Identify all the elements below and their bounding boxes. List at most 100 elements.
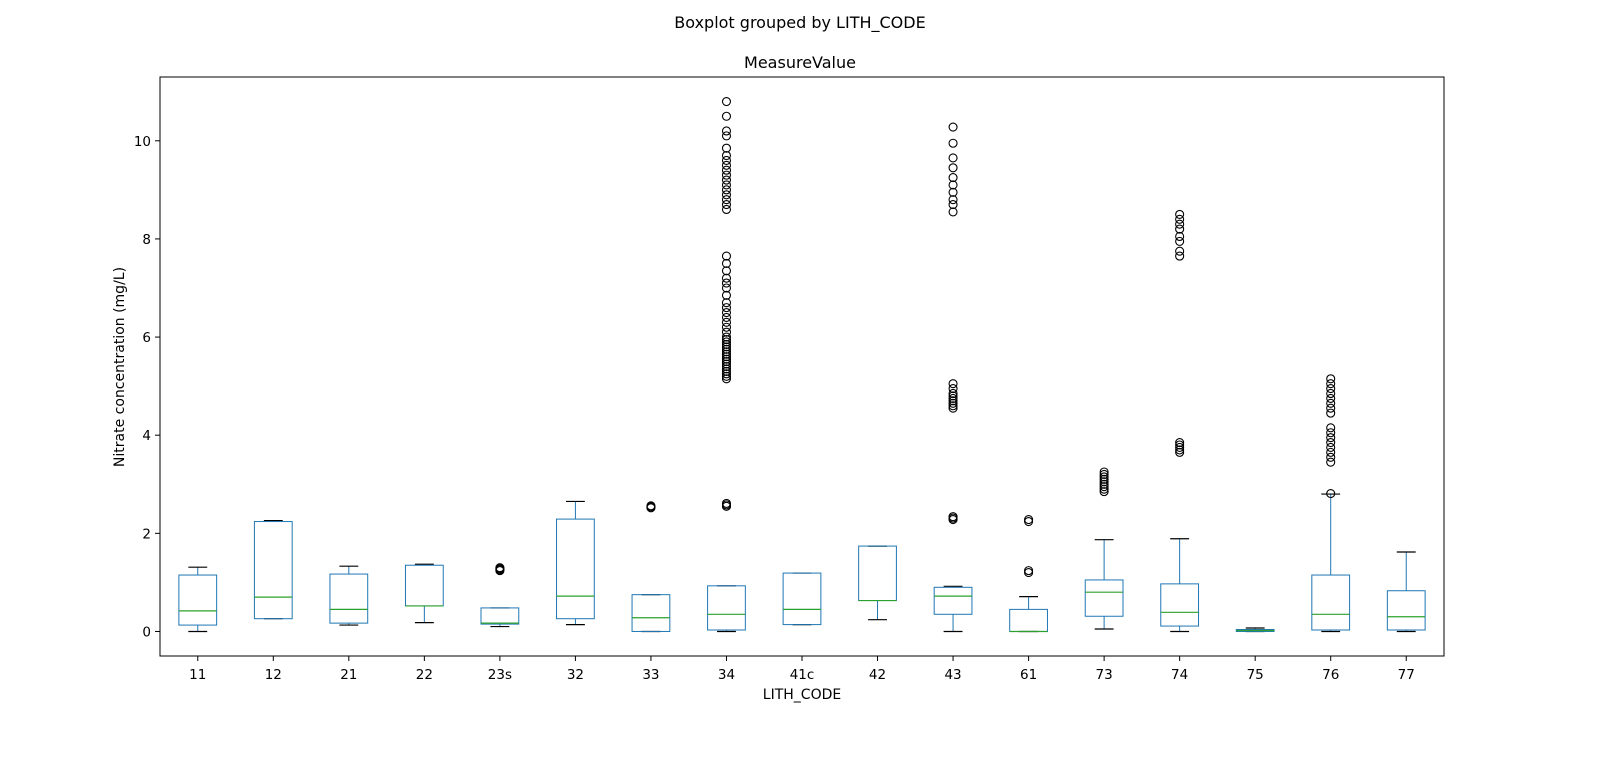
outlier-point <box>948 200 958 210</box>
box-iqr <box>933 586 973 615</box>
figure-suptitle: Boxplot grouped by LITH_CODE <box>674 13 925 33</box>
outlier-point <box>1024 517 1034 527</box>
box-group-21 <box>329 565 369 626</box>
outlier-point <box>1175 246 1185 256</box>
outlier-point <box>721 361 732 372</box>
y-tick-label: 10 <box>134 134 151 150</box>
outlier-point <box>1099 467 1109 477</box>
outlier-point <box>948 512 958 522</box>
outlier-point <box>1099 487 1109 497</box>
box-group-61 <box>1009 515 1048 633</box>
x-axis: 11 12 21 22 23s 32 33 34 41c 42 43 61 73 74 75 76 77 <box>189 656 1415 683</box>
outlier-point <box>721 278 732 288</box>
outlier-point <box>1175 440 1185 450</box>
outlier-point <box>948 384 958 394</box>
box-iqr <box>1009 608 1048 632</box>
outlier-point <box>721 327 732 337</box>
outlier-point <box>1326 408 1336 418</box>
outlier-point <box>1326 489 1336 499</box>
outlier-point <box>1175 438 1185 448</box>
outlier-point <box>948 393 958 403</box>
outlier-point <box>1326 393 1336 403</box>
box-group-33 <box>631 501 671 633</box>
outlier-point <box>948 138 958 148</box>
outlier-point <box>1326 457 1336 467</box>
box-iqr <box>1160 583 1200 627</box>
outlier-point <box>721 337 732 347</box>
x-tick-label: 21 <box>340 667 357 683</box>
outlier-point <box>721 190 732 200</box>
outlier-point <box>721 150 732 161</box>
outlier-point <box>721 175 732 185</box>
outlier-point <box>948 122 958 132</box>
outlier-point <box>1175 236 1185 246</box>
box-iqr <box>404 564 444 607</box>
outlier-point <box>1175 231 1185 242</box>
outlier-point <box>948 163 958 173</box>
outlier-point <box>721 298 732 308</box>
outlier-point <box>721 342 732 352</box>
outlier-point <box>1099 479 1109 489</box>
outlier-point <box>721 307 732 318</box>
outlier-point <box>721 352 732 362</box>
outlier-point <box>721 349 732 359</box>
outlier-point <box>948 391 958 401</box>
outlier-point <box>721 266 732 276</box>
y-axis: 0 2 4 6 8 10 <box>134 134 160 640</box>
outlier-point <box>721 165 732 175</box>
outlier-point <box>1326 438 1336 448</box>
outlier-point <box>1099 474 1109 484</box>
x-axis-label: LITH_CODE <box>763 687 841 703</box>
outlier-point <box>1326 384 1336 394</box>
x-tick-label: 34 <box>718 667 735 683</box>
y-axis-label: Nitrate concentration (mg/L) <box>112 267 128 467</box>
outlier-point <box>1326 388 1336 399</box>
outlier-point <box>721 170 732 180</box>
outlier-point <box>721 371 732 381</box>
box-group-12 <box>253 519 293 620</box>
outlier-point <box>721 364 732 374</box>
box-iqr <box>480 607 520 625</box>
outlier-point <box>721 354 732 364</box>
box-iqr <box>707 585 746 631</box>
outlier-point <box>721 359 732 369</box>
box-group-34 <box>707 96 746 633</box>
outlier-point <box>1175 224 1185 234</box>
outlier-point <box>721 322 732 332</box>
outlier-point <box>721 283 732 293</box>
outlier-point <box>721 258 732 269</box>
outlier-point <box>721 344 732 354</box>
outlier-point <box>721 200 732 210</box>
outlier-point <box>948 207 958 217</box>
x-tick-label: 74 <box>1171 667 1188 683</box>
x-tick-label: 22 <box>416 667 433 683</box>
box-group-75 <box>1235 627 1275 633</box>
outlier-point <box>948 403 958 413</box>
outlier-point <box>721 332 732 342</box>
outlier-point <box>948 379 958 389</box>
outlier-point <box>1326 447 1336 457</box>
x-tick-label: 61 <box>1020 667 1037 683</box>
x-tick-label: 41c <box>790 667 815 683</box>
box-iqr <box>782 572 822 626</box>
box-group-77 <box>1386 551 1426 633</box>
outlier-point <box>721 290 732 300</box>
outlier-point <box>721 366 732 376</box>
chart-title: MeasureValue <box>744 53 856 72</box>
box-group-73 <box>1084 467 1124 630</box>
outlier-point <box>721 357 732 367</box>
x-tick-label: 73 <box>1096 667 1113 683</box>
outlier-point <box>721 143 732 153</box>
outlier-point <box>721 96 732 107</box>
outlier-point <box>1326 423 1336 433</box>
box-iqr <box>178 574 218 626</box>
y-tick-label: 0 <box>142 624 151 640</box>
outlier-point <box>721 498 732 508</box>
axes-frame <box>159 76 1445 657</box>
outlier-point <box>721 155 732 165</box>
x-tick-label: 11 <box>189 667 206 683</box>
outlier-point <box>948 401 958 411</box>
outlier-point <box>948 180 958 190</box>
outlier-point <box>948 187 958 197</box>
